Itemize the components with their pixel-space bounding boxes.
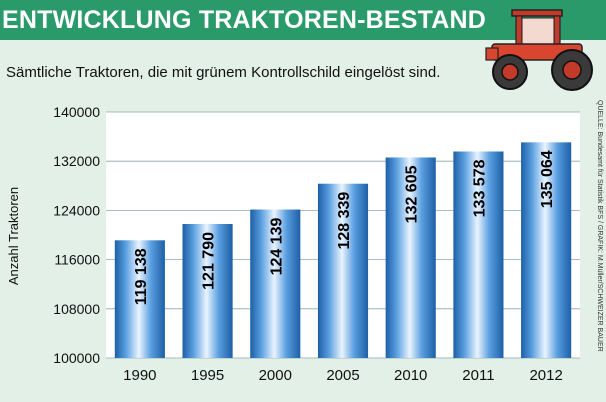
y-axis-label: Anzahl Traktoren: [6, 187, 21, 285]
bar-value-label: 128 339: [336, 192, 353, 250]
x-tick-label: 2000: [259, 367, 292, 384]
header-band: ENTWICKLUNG TRAKTOREN-BESTAND: [0, 0, 606, 40]
x-tick-label: 2011: [462, 367, 494, 384]
y-tick-label: 140000: [53, 104, 100, 120]
bar-value-label: 132 605: [404, 165, 421, 223]
x-tick-label: 1995: [191, 367, 224, 384]
y-tick-label: 108000: [53, 301, 100, 317]
bar: [453, 151, 504, 358]
y-tick-label: 100000: [53, 350, 100, 366]
bar-value-label: 135 064: [539, 150, 556, 208]
bar: [114, 240, 165, 358]
bar-value-label: 119 138: [133, 248, 150, 305]
x-tick-label: 2010: [394, 367, 427, 384]
y-tick-label: 116000: [54, 252, 100, 268]
bar: [521, 142, 572, 358]
bar: [317, 183, 369, 358]
chart-title: ENTWICKLUNG TRAKTOREN-BESTAND: [2, 6, 487, 34]
bar: [385, 157, 436, 358]
bar: [250, 209, 301, 358]
y-tick-label: 132000: [53, 153, 100, 169]
bar: [182, 223, 233, 358]
bar-value-label: 124 139: [268, 217, 285, 275]
tractor-icon: [485, 9, 593, 91]
x-tick-label: 2012: [529, 367, 562, 384]
x-tick-label: 1990: [123, 367, 156, 384]
x-tick-label: 2005: [326, 367, 359, 384]
bar-value-label: 121 790: [201, 232, 218, 290]
chart-subtitle: Sämtliche Traktoren, die mit grünem Kont…: [6, 64, 441, 81]
y-tick-label: 124000: [53, 202, 100, 218]
bar-value-label: 133 578: [471, 159, 488, 217]
